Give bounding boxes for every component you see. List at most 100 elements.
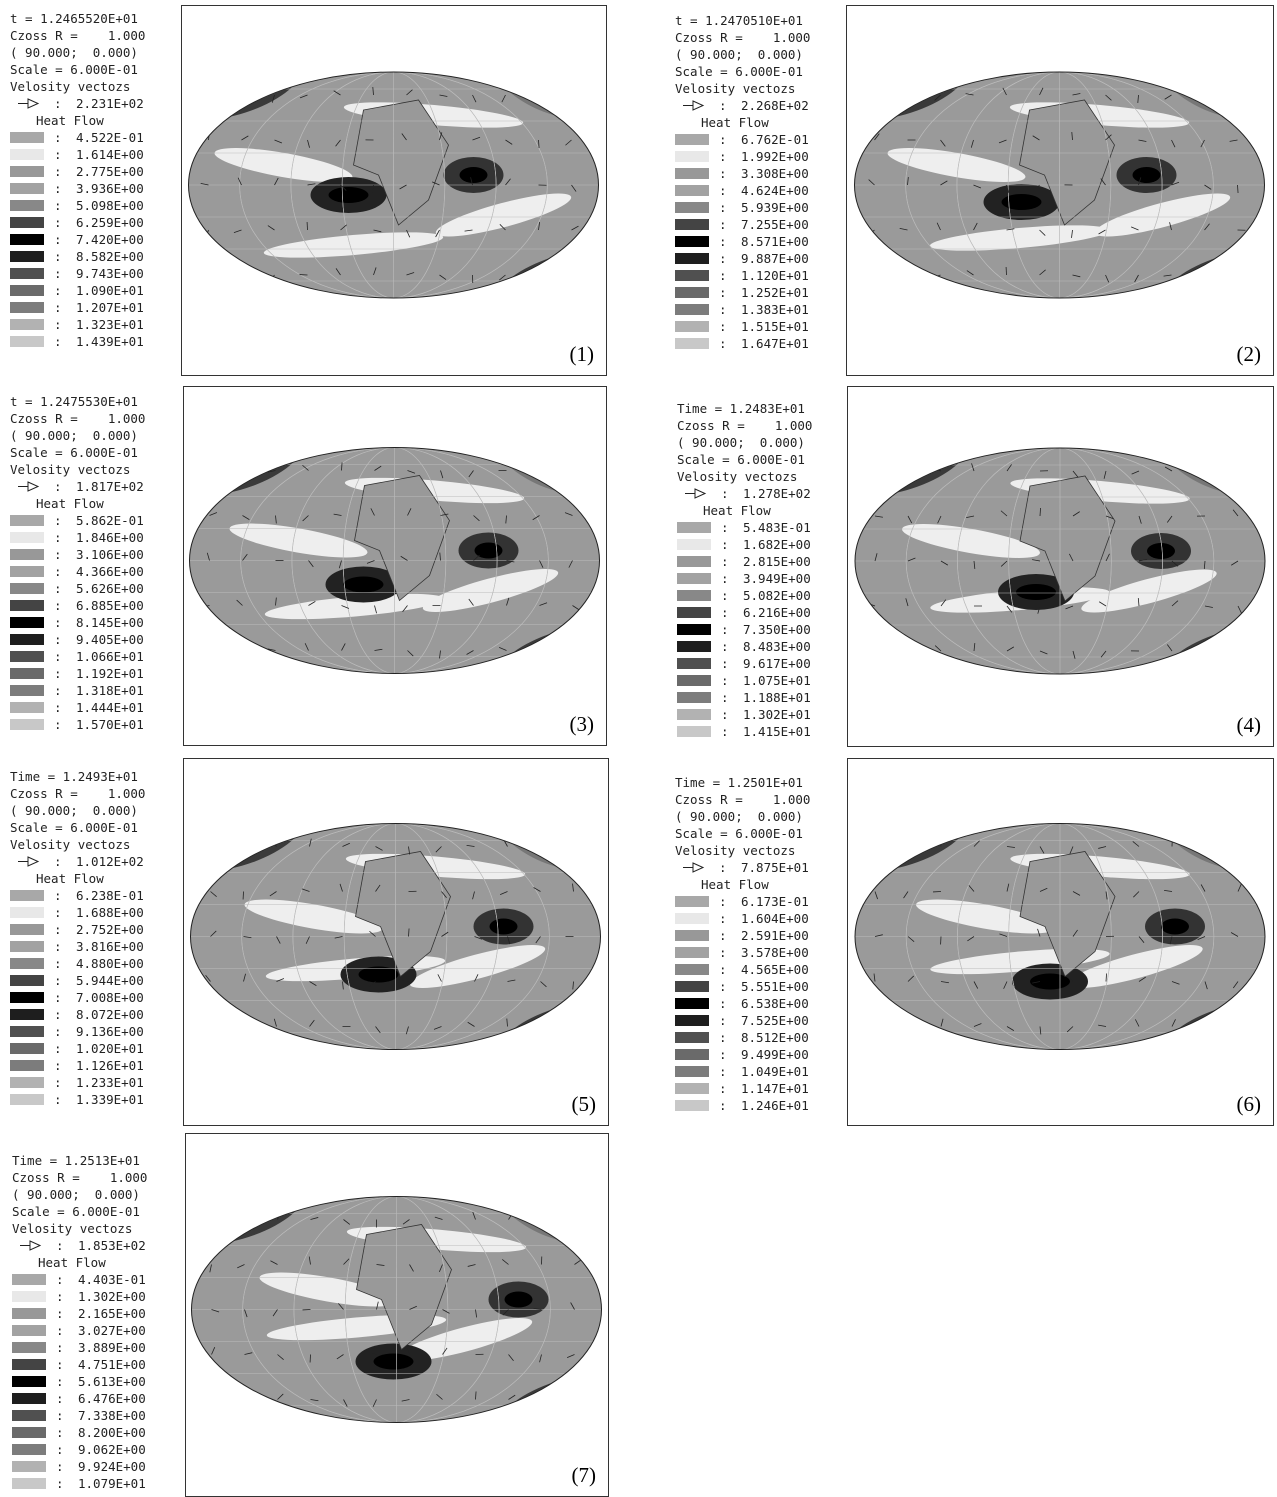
separator: : (54, 1057, 76, 1074)
legend-swatch (675, 253, 709, 264)
legend-value: 4.403E-01 (78, 1271, 146, 1288)
legend-swatch (675, 202, 709, 213)
separator: : (56, 1339, 78, 1356)
map-content (847, 49, 1272, 323)
panel-label: (4) (1237, 713, 1262, 738)
legend-value: 7.255E+00 (741, 216, 809, 233)
legend-value: 1.647E+01 (741, 335, 809, 352)
separator: : (54, 1023, 76, 1040)
coords-line: ( 90.000; 0.000) (675, 46, 810, 63)
map-content (184, 800, 607, 1074)
legend-swatch (675, 1015, 709, 1026)
legend-row: :5.483E-01 (677, 519, 812, 536)
heat-title: Heat Flow (10, 870, 145, 887)
legend-value: 9.887E+00 (741, 250, 809, 267)
contour (1133, 167, 1161, 183)
velocity-vector (901, 471, 908, 475)
legend-swatch (675, 168, 709, 179)
legend-value: 2.165E+00 (78, 1305, 146, 1322)
legend-value: 1.318E+01 (76, 682, 144, 699)
velocity-vector (206, 847, 210, 854)
map (847, 6, 1272, 374)
separator: : (56, 1407, 78, 1424)
legend-swatch (675, 151, 709, 162)
legend-swatch (675, 1066, 709, 1077)
legend-row: :7.420E+00 (10, 231, 145, 248)
separator: : (54, 231, 76, 248)
legend-value: 1.415E+01 (743, 723, 811, 740)
legend-swatch (12, 1274, 46, 1285)
velocity-vector (541, 1021, 547, 1026)
velocity-vector (210, 651, 211, 659)
map-content (186, 1173, 607, 1447)
separator: : (719, 284, 741, 301)
legend-swatch (10, 924, 44, 935)
legend-swatch (675, 964, 709, 975)
legend-swatch (675, 321, 709, 332)
legend-swatch (10, 200, 44, 211)
legend-row: :1.302E+00 (12, 1288, 147, 1305)
separator: : (56, 1458, 78, 1475)
coords-line: ( 90.000; 0.000) (677, 434, 812, 451)
heat-title: Heat Flow (675, 114, 810, 131)
separator: : (721, 570, 743, 587)
legend-row: :1.090E+01 (10, 282, 145, 299)
legend-value: 7.350E+00 (743, 621, 811, 638)
legend-row: :8.072E+00 (10, 1006, 145, 1023)
legend-row: :1.992E+00 (675, 148, 810, 165)
separator: : (719, 1012, 741, 1029)
contour (1030, 974, 1070, 990)
legend-row: :1.323E+01 (10, 316, 145, 333)
separator: : (54, 1074, 76, 1091)
legend-swatch (677, 573, 711, 584)
velocity-vector (575, 1220, 580, 1226)
arrow-icon (675, 100, 709, 111)
velocity-vector (901, 843, 908, 847)
legend-value: 5.082E+00 (743, 587, 811, 604)
legend-swatch (10, 702, 44, 713)
contour (460, 167, 488, 183)
velocity-vector (575, 1400, 577, 1408)
separator: : (719, 301, 741, 318)
legend-value: 6.885E+00 (76, 597, 144, 614)
legend-swatch (10, 719, 44, 730)
map-box: (3) (183, 386, 607, 746)
legend-value: 1.604E+00 (741, 910, 809, 927)
legend-swatch (675, 338, 709, 349)
legend-swatch (10, 890, 44, 901)
legend-value: 1.079E+01 (78, 1475, 146, 1492)
legend-swatch (675, 913, 709, 924)
separator: : (54, 180, 76, 197)
legend-value: 6.216E+00 (743, 604, 811, 621)
separator: : (719, 335, 741, 352)
velocity-vector (1238, 465, 1244, 471)
legend-value: 7.008E+00 (76, 989, 144, 1006)
velocity-vector (476, 1392, 477, 1400)
legend-row: :8.483E+00 (677, 638, 812, 655)
legend-row: :9.924E+00 (12, 1458, 147, 1475)
legend-row: :7.255E+00 (675, 216, 810, 233)
cross-line: Czoss R = 1.000 (677, 417, 812, 434)
legend-row: :1.339E+01 (10, 1091, 145, 1108)
legend-row: :6.173E-01 (675, 893, 810, 910)
panel-text: t = 1.2475530E+01Czoss R = 1.000( 90.000… (10, 393, 145, 733)
panel-text: Time = 1.2493E+01Czoss R = 1.000( 90.000… (10, 768, 145, 1108)
legend-row: :1.647E+01 (675, 335, 810, 352)
separator: : (719, 1063, 741, 1080)
legend-row: :9.887E+00 (675, 250, 810, 267)
legend-row: :2.591E+00 (675, 927, 810, 944)
legend-row: :1.049E+01 (675, 1063, 810, 1080)
legend-row: :1.246E+01 (675, 1097, 810, 1114)
legend-value: 1.090E+01 (76, 282, 144, 299)
separator: : (56, 1441, 78, 1458)
separator: : (54, 921, 76, 938)
velocity-vector (210, 471, 214, 478)
legend-value: 1.192E+01 (76, 665, 144, 682)
legend-value: 8.200E+00 (78, 1424, 146, 1441)
arrow-shape (20, 1241, 40, 1250)
legend-value: 4.624E+00 (741, 182, 809, 199)
legend-row: :1.252E+01 (675, 284, 810, 301)
legend-value: 1.339E+01 (76, 1091, 144, 1108)
legend-row: :5.551E+00 (675, 978, 810, 995)
legend-row: :2.165E+00 (12, 1305, 147, 1322)
